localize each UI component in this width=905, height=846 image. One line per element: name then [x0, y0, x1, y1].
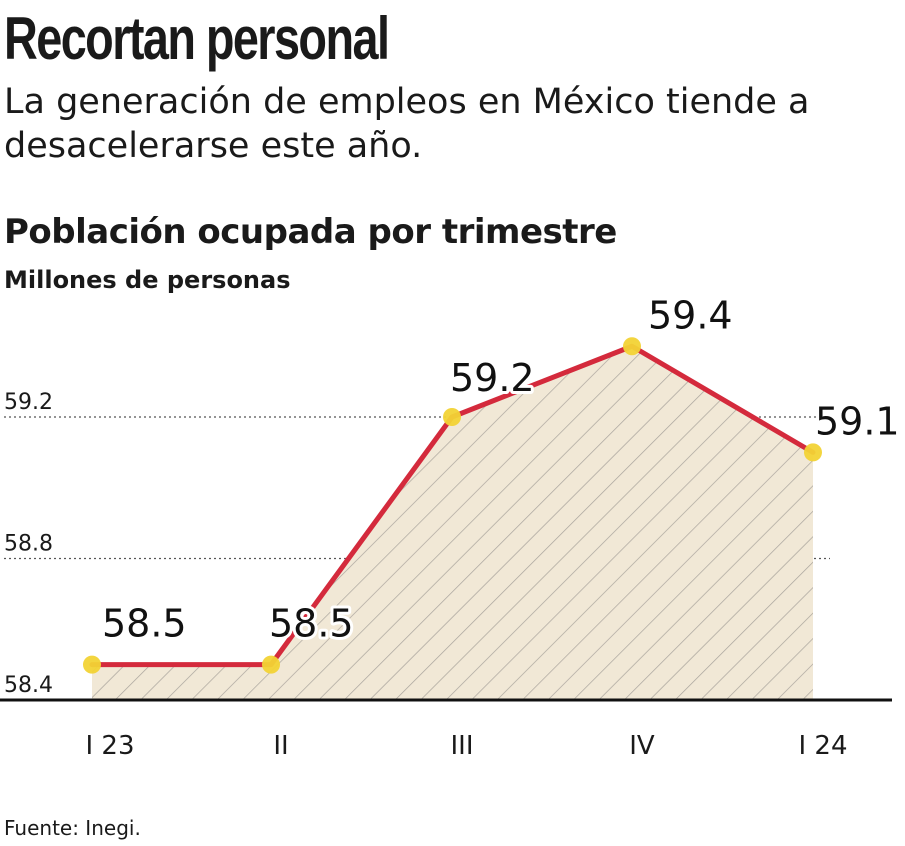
data-markers	[83, 337, 822, 674]
data-point-marker	[623, 337, 641, 356]
chart-title: Población ocupada por trimestre	[4, 212, 617, 252]
x-tick-label: II	[273, 731, 288, 761]
data-label: 58.5	[269, 602, 354, 646]
x-tick-label: I 24	[798, 731, 847, 761]
x-tick-label: IV	[629, 731, 655, 761]
data-point-marker	[443, 408, 461, 426]
data-point-marker	[804, 443, 822, 462]
data-labels: 58.5 58.5 59.2 59.4 59.1	[99, 290, 903, 648]
y-tick-label: 59.2	[4, 390, 53, 415]
area-fill	[92, 346, 813, 700]
data-point-marker	[262, 655, 280, 674]
data-point-marker	[83, 655, 101, 674]
data-label: 59.1	[815, 399, 900, 443]
subtitle: La generación de empleos en México tiend…	[4, 82, 810, 166]
headline: Recortan personal	[4, 5, 390, 72]
data-label: 59.2	[450, 356, 535, 400]
x-axis-ticks: I 23 II III IV I 24	[85, 731, 847, 761]
x-tick-label: I 23	[85, 731, 134, 761]
y-tick-label: 58.4	[4, 673, 53, 698]
data-label: 58.5	[102, 602, 187, 646]
chart-unit-label: Millones de personas	[4, 266, 291, 294]
source-note: Fuente: Inegi.	[4, 816, 141, 840]
data-label: 59.4	[648, 293, 733, 337]
x-tick-label: III	[450, 731, 473, 761]
y-tick-label: 58.8	[4, 532, 53, 557]
y-axis-ticks: 58.4 58.8 59.2	[4, 390, 53, 698]
